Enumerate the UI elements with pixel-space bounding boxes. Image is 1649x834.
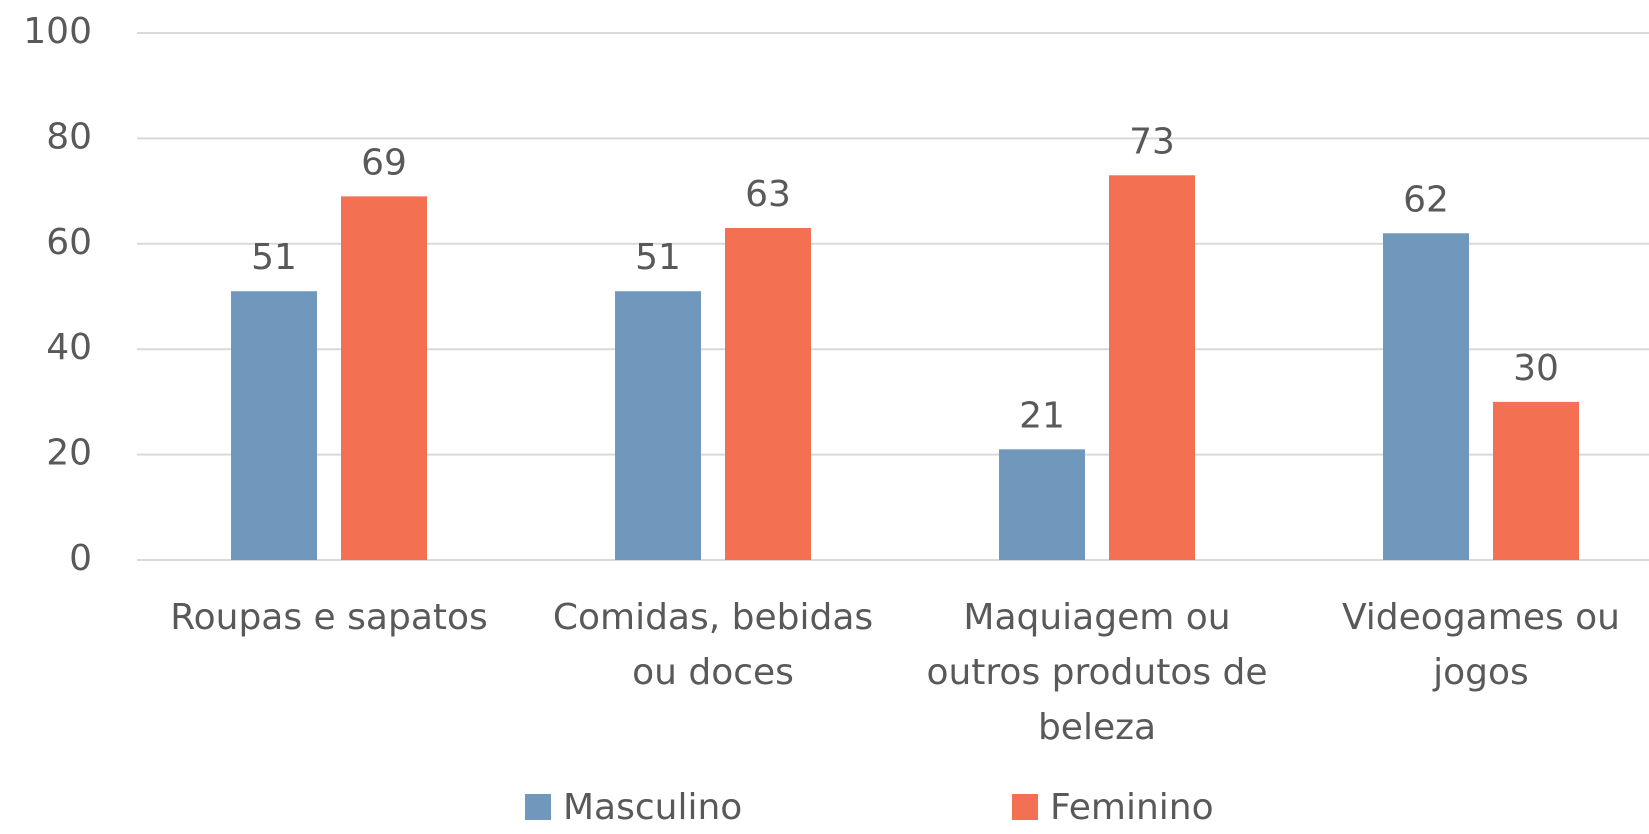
bar — [1109, 175, 1195, 561]
data-label: 63 — [745, 174, 791, 215]
y-tick-label: 60 — [46, 222, 92, 263]
y-tick-label: 80 — [46, 116, 92, 157]
legend-swatch — [1012, 794, 1038, 820]
x-tick-label: Maquiagem ou outros produtos de beleza — [926, 597, 1268, 748]
data-label: 73 — [1129, 121, 1175, 162]
x-tick-label: Videogames ou jogos — [1341, 597, 1621, 693]
legend-label: Masculino — [563, 787, 742, 828]
bar — [341, 196, 427, 560]
data-label: 51 — [635, 237, 681, 278]
y-tick-label: 100 — [23, 11, 92, 52]
bar — [231, 291, 317, 560]
y-tick-label: 0 — [69, 538, 92, 579]
legend-label: Feminino — [1050, 787, 1214, 828]
data-label: 30 — [1513, 348, 1559, 389]
bar — [1493, 401, 1579, 560]
bar — [615, 291, 701, 560]
data-label: 69 — [361, 142, 407, 183]
bar — [999, 449, 1085, 560]
x-tick-label: Comidas, bebidas ou doces — [552, 597, 874, 693]
data-label: 51 — [251, 237, 297, 278]
bar — [725, 227, 811, 561]
legend-swatch — [525, 794, 551, 820]
y-tick-label: 20 — [46, 433, 92, 474]
x-tick-label: Roupas e sapatos — [170, 597, 488, 638]
bar — [1383, 233, 1469, 560]
y-tick-label: 40 — [46, 327, 92, 368]
data-label: 21 — [1019, 395, 1065, 436]
data-label: 62 — [1403, 179, 1449, 220]
